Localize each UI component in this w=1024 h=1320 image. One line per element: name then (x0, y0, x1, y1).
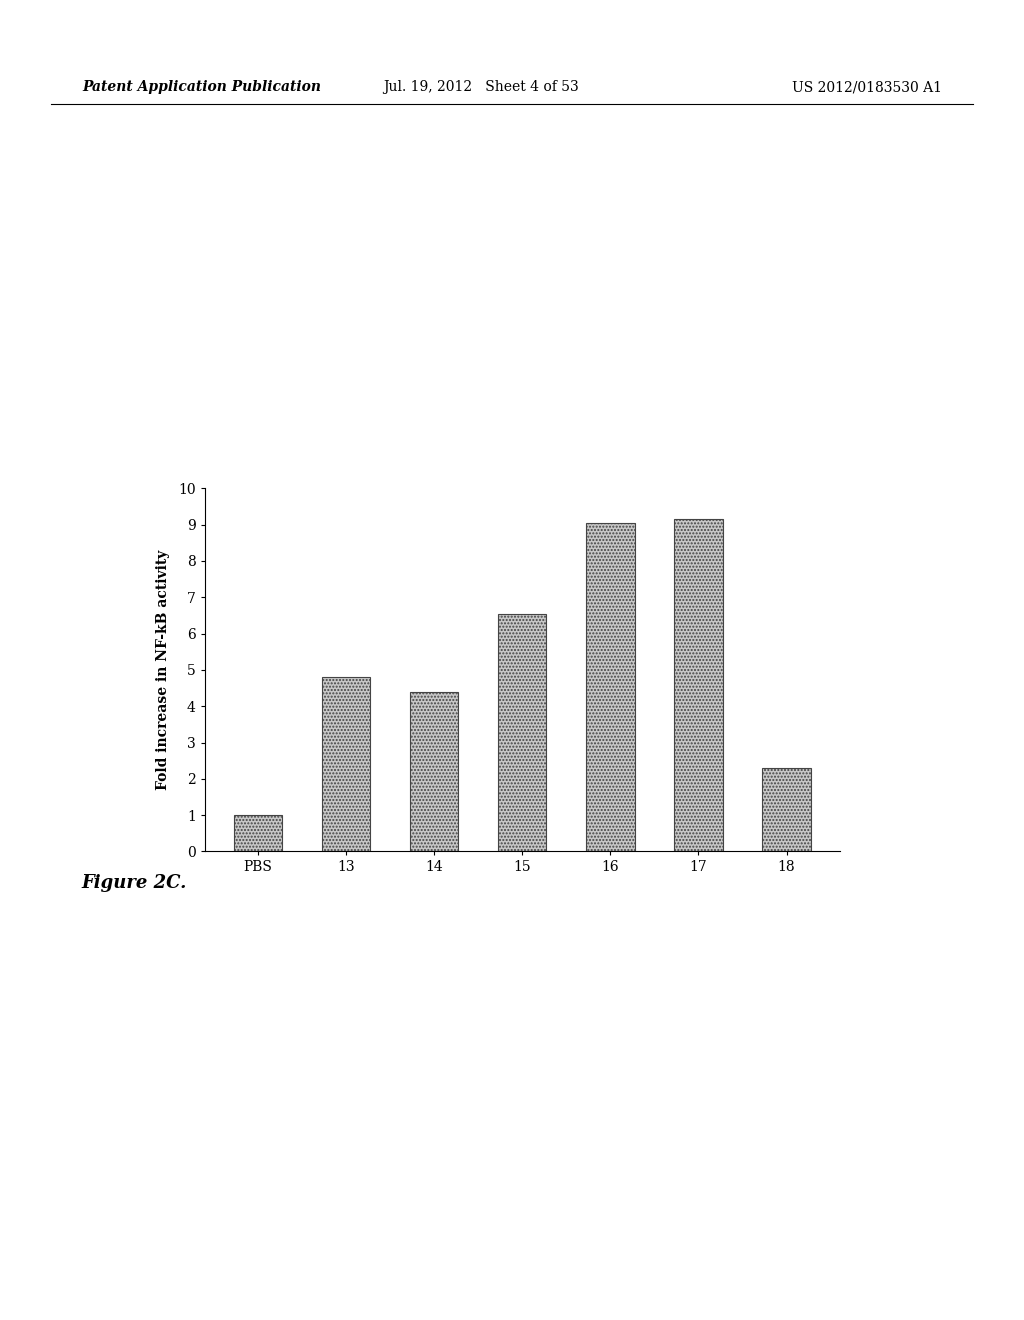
Bar (410, 692, 459, 851)
Text: Jul. 19, 2012   Sheet 4 of 53: Jul. 19, 2012 Sheet 4 of 53 (383, 81, 580, 94)
Text: Figure 2C.: Figure 2C. (82, 874, 187, 892)
Text: US 2012/0183530 A1: US 2012/0183530 A1 (793, 81, 942, 94)
Text: Patent Application Publication: Patent Application Publication (82, 81, 321, 94)
Bar (674, 519, 723, 851)
Bar (322, 677, 371, 851)
Bar (498, 614, 547, 851)
Bar (762, 768, 811, 851)
Y-axis label: Fold increase in NF-kB activity: Fold increase in NF-kB activity (156, 549, 170, 791)
Bar (233, 814, 283, 851)
Bar (586, 523, 635, 851)
